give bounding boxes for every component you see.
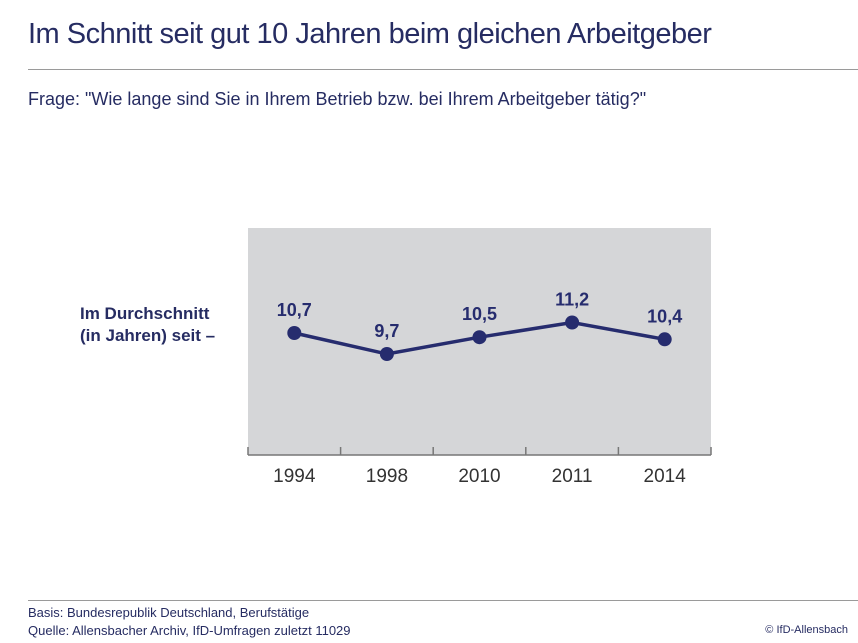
copyright: © IfD-Allensbach	[765, 624, 848, 636]
title-divider	[28, 69, 858, 70]
data-label: 11,2	[555, 290, 589, 310]
footer-divider	[28, 600, 858, 601]
x-tick-label: 2011	[552, 466, 593, 487]
x-tick-label: 2010	[458, 466, 500, 487]
x-tick-label: 2014	[644, 466, 687, 487]
data-point	[657, 332, 672, 347]
y-axis-label-line-1: Im Durchschnitt	[80, 304, 210, 323]
y-axis-label-line-2: (in Jahren) seit –	[80, 326, 216, 345]
data-label: 10,5	[462, 304, 497, 324]
survey-question: Frage: "Wie lange sind Sie in Ihrem Betr…	[28, 89, 647, 109]
data-label: 9,7	[374, 321, 399, 341]
x-tick-label: 1994	[273, 466, 316, 487]
chart-title: Im Schnitt seit gut 10 Jahren beim gleic…	[28, 18, 712, 50]
footer-basis: Basis: Bundesrepublik Deutschland, Beruf…	[28, 605, 310, 620]
x-tick-label: 1998	[366, 466, 408, 487]
footer-source: Quelle: Allensbacher Archiv, IfD-Umfrage…	[28, 623, 351, 638]
data-point	[379, 347, 394, 361]
y-axis-label: Im Durchschnitt (in Jahren) seit –	[80, 303, 215, 347]
data-point	[287, 326, 302, 340]
data-label: 10,4	[647, 306, 682, 326]
footer-notes: Basis: Bundesrepublik Deutschland, Beruf…	[28, 604, 351, 640]
data-point	[472, 330, 487, 345]
data-label: 10,7	[277, 300, 312, 320]
data-point	[565, 315, 580, 330]
